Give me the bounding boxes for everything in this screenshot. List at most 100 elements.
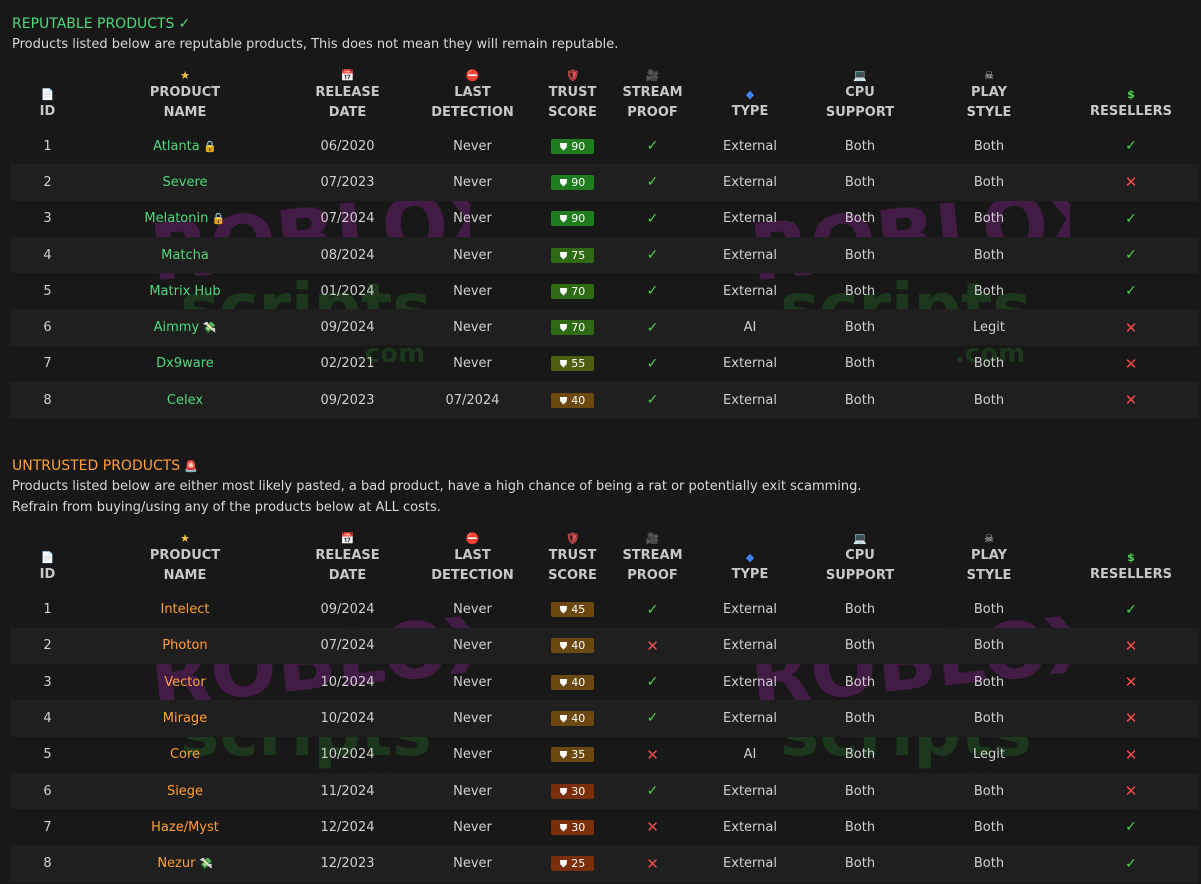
dollar-icon: $ — [1127, 551, 1135, 565]
trust-score-value: 40 — [571, 675, 586, 689]
table-row: 4 Mirage 10/2024 Never ⛊ 40 ✓ External Both Both ✕ — [10, 700, 1199, 737]
release-date-cell: 08/2024 — [285, 236, 410, 274]
trust-score-value: 70 — [571, 321, 586, 335]
product-name-cell: Matcha — [85, 236, 285, 274]
trust-score-cell: ⛊ 40 — [535, 700, 610, 737]
description-line: Refrain from buying/using any of the pro… — [12, 500, 441, 516]
release-date-cell: 12/2023 — [285, 845, 410, 882]
resellers-cell: ✓ — [1063, 128, 1199, 164]
cpu-support-cell: Both — [844, 138, 876, 154]
product-name-cell: Matrix Hub — [85, 273, 285, 309]
check-icon: ✓ — [646, 674, 659, 691]
column-header: 🛡 TRUST SCORE — [535, 69, 610, 128]
shield-icon: ⛊ — [559, 395, 568, 407]
id-cell: 4 — [10, 236, 85, 274]
id-cell: 4 — [10, 700, 85, 737]
product-name: Melatonin — [144, 211, 209, 227]
trust-score-value: 75 — [571, 248, 586, 262]
stream-proof-cell: ✓ — [610, 664, 695, 700]
product-name: Photon — [162, 638, 208, 654]
description-line: Products listed below are reputable prod… — [12, 37, 619, 52]
play-style-cell: Both — [973, 674, 1005, 690]
check-icon: ✓ — [646, 783, 659, 799]
cpu-support-cell: Both — [844, 819, 876, 835]
column-header-label: LAST DETECTION — [431, 85, 514, 120]
table-row: 4 Matcha 08/2024 Never ⛊ 75 ✓ External Both Both ✓ — [10, 236, 1199, 274]
check-icon: ✓ — [1125, 819, 1137, 836]
release-date-cell: 10/2024 — [285, 700, 410, 737]
column-header: 📄 ID — [10, 69, 85, 128]
table-row: 7 Haze/Myst 12/2024 Never ⛊ 30 ✕ External Both Bo… — [10, 809, 1199, 845]
column-header-label: RELEASE DATE — [315, 85, 380, 120]
resellers-cell: ✕ — [1063, 164, 1199, 201]
type-cell: External — [695, 845, 805, 882]
check-icon: ✓ — [1125, 138, 1137, 155]
product-name: Dx9ware — [156, 356, 214, 372]
product-name: Matcha — [161, 247, 209, 263]
trust-score-badge: ⛊ 30 — [551, 783, 594, 799]
id-cell: 7 — [43, 819, 52, 835]
column-header-label: ID — [39, 567, 56, 583]
column-header-label: TYPE — [731, 104, 769, 119]
id-cell: 7 — [43, 356, 52, 372]
column-header-label: PRODUCT NAME — [149, 548, 221, 583]
stream-proof-cell: ✕ — [610, 627, 695, 664]
shield-icon: ⛊ — [559, 713, 568, 725]
siren-icon: 🚨 — [184, 460, 198, 474]
shield-icon: ⛊ — [559, 250, 568, 262]
shield-icon: ⛊ — [559, 859, 568, 871]
type-cell: External — [695, 772, 805, 810]
trust-score-badge: ⛊ 55 — [551, 356, 594, 372]
lock-icon: 🔒 — [199, 139, 217, 153]
money-icon: 💸 — [199, 321, 217, 335]
trust-score-cell: ⛊ 90 — [535, 164, 610, 201]
table-row: 2 Severe 07/2023 Never ⛊ 90 ✓ External Both Both ✕ — [10, 164, 1199, 201]
trust-score-badge: ⛊ 70 — [551, 283, 594, 299]
cross-icon: ✕ — [1124, 354, 1138, 373]
play-style-cell: Both — [973, 356, 1005, 372]
product-name-cell: Nezur 💸 — [85, 845, 285, 882]
cpu-support-cell: Both — [805, 772, 915, 810]
trust-score-badge: ⛊ 90 — [551, 138, 594, 154]
last-detection-cell: Never — [453, 356, 492, 372]
column-header-label: LAST DETECTION — [431, 548, 514, 583]
product-name: Vector — [164, 674, 206, 690]
column-header: ◆ TYPE — [695, 532, 805, 591]
type-cell: AI — [743, 747, 757, 763]
release-date-cell: 09/2023 — [285, 382, 410, 419]
stream-proof-cell: ✓ — [610, 164, 695, 201]
cross-icon: ✕ — [1124, 636, 1138, 655]
type-cell: External — [723, 211, 777, 227]
column-header: ☠ PLAY STYLE — [915, 532, 1063, 591]
product-name-cell: Core — [85, 737, 285, 773]
type-cell: External — [723, 356, 777, 372]
trust-score-cell: ⛊ 25 — [535, 845, 610, 882]
column-header: 📅 RELEASE DATE — [285, 532, 410, 591]
last-detection-cell: Never — [410, 236, 535, 274]
release-date-cell: 10/2024 — [320, 747, 375, 763]
lock-icon: 🔒 — [208, 212, 226, 226]
play-style-cell: Both — [973, 138, 1005, 154]
untrusted-section: UNTRUSTED PRODUCTS 🚨 Products listed belo… — [0, 442, 1201, 882]
type-cell: External — [723, 819, 777, 835]
column-header: 📄 ID — [10, 532, 85, 591]
last-detection-cell: Never — [410, 627, 535, 664]
column-header-label: STREAM PROOF — [622, 85, 683, 120]
last-detection-cell: Never — [410, 309, 535, 346]
column-header: ◆ TYPE — [695, 69, 805, 128]
trust-score-badge: ⛊ 70 — [551, 320, 594, 336]
check-icon: ✓ — [646, 392, 659, 409]
resellers-cell: ✓ — [1063, 591, 1199, 627]
section-title: REPUTABLE PRODUCTS ✓ — [12, 0, 1201, 34]
stream-proof-cell: ✓ — [610, 382, 695, 419]
section-description: Products listed below are either most li… — [12, 476, 1201, 518]
trust-score-badge: ⛊ 40 — [551, 392, 594, 408]
table-row: 7 Dx9ware 02/2021 Never ⛊ 55 ✓ External Both Both… — [10, 346, 1199, 382]
trust-score-cell: ⛊ 70 — [535, 273, 610, 309]
product-name: Siege — [166, 783, 204, 799]
product-name: Severe — [162, 174, 208, 190]
product-name-cell: Siege — [85, 772, 285, 810]
table-row: 6 Aimmy 💸 09/2024 Never ⛊ 70 ✓ AI Both Legit ✕ — [10, 309, 1199, 346]
stream-proof-cell: ✓ — [610, 772, 695, 810]
play-style-cell: Both — [915, 627, 1063, 664]
